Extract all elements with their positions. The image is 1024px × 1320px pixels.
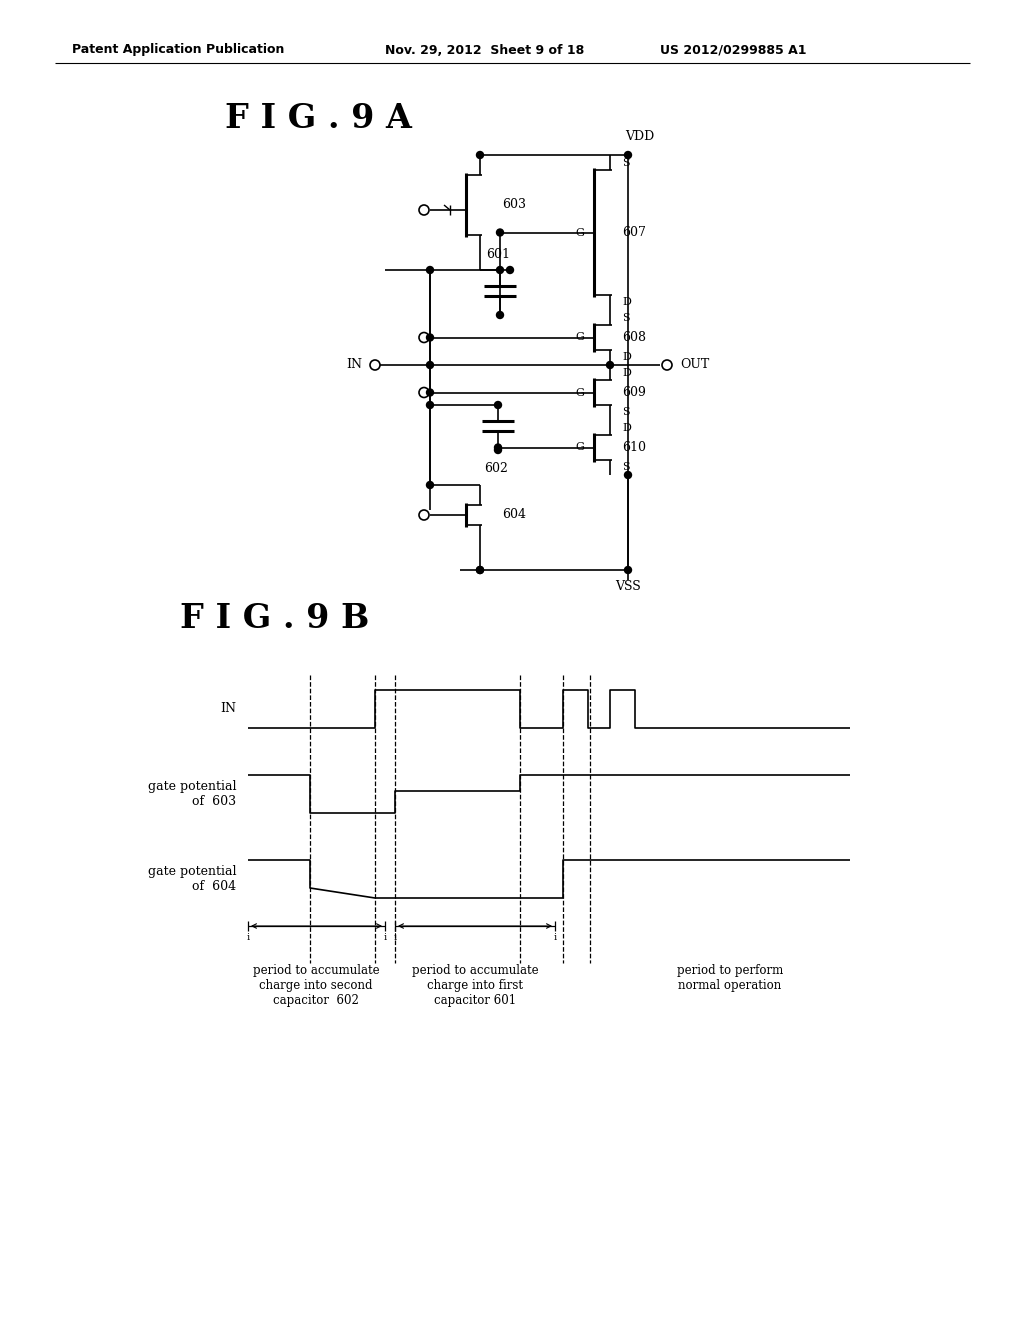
Text: i: i	[553, 933, 557, 942]
Text: period to perform
normal operation: period to perform normal operation	[677, 964, 783, 993]
Text: 604: 604	[502, 508, 526, 521]
Text: S: S	[622, 407, 630, 417]
Circle shape	[427, 334, 433, 341]
Text: S: S	[622, 313, 630, 323]
Circle shape	[497, 228, 504, 236]
Text: D: D	[622, 352, 631, 362]
Text: S: S	[622, 158, 630, 168]
Text: D: D	[622, 368, 631, 378]
Circle shape	[495, 401, 502, 408]
Text: Nov. 29, 2012  Sheet 9 of 18: Nov. 29, 2012 Sheet 9 of 18	[385, 44, 585, 57]
Text: i: i	[383, 933, 387, 942]
Text: F I G . 9 B: F I G . 9 B	[180, 602, 370, 635]
Circle shape	[495, 446, 502, 454]
Text: F I G . 9 A: F I G . 9 A	[225, 102, 412, 135]
Circle shape	[427, 401, 433, 408]
Circle shape	[495, 444, 502, 451]
Text: IN: IN	[220, 702, 236, 715]
Text: i: i	[393, 933, 396, 942]
Text: G: G	[575, 442, 584, 453]
Circle shape	[476, 566, 483, 573]
Circle shape	[476, 152, 483, 158]
Text: G: G	[575, 388, 584, 397]
Text: US 2012/0299885 A1: US 2012/0299885 A1	[660, 44, 807, 57]
Text: gate potential
of  603: gate potential of 603	[147, 780, 236, 808]
Text: 601: 601	[486, 248, 510, 260]
Text: 609: 609	[622, 385, 646, 399]
Circle shape	[427, 267, 433, 273]
Text: 610: 610	[622, 441, 646, 454]
Circle shape	[497, 312, 504, 318]
Text: 602: 602	[484, 462, 508, 474]
Circle shape	[476, 566, 483, 573]
Text: VDD: VDD	[626, 131, 654, 144]
Text: S: S	[622, 462, 630, 473]
Text: G: G	[575, 227, 584, 238]
Text: gate potential
of  604: gate potential of 604	[147, 865, 236, 894]
Circle shape	[497, 267, 504, 273]
Text: Patent Application Publication: Patent Application Publication	[72, 44, 285, 57]
Text: 608: 608	[622, 331, 646, 345]
Circle shape	[427, 389, 433, 396]
Circle shape	[427, 482, 433, 488]
Circle shape	[427, 362, 433, 368]
Text: period to accumulate
charge into second
capacitor  602: period to accumulate charge into second …	[253, 964, 379, 1007]
Text: OUT: OUT	[680, 359, 710, 371]
Text: i: i	[247, 933, 250, 942]
Circle shape	[507, 267, 513, 273]
Text: D: D	[622, 297, 631, 308]
Text: IN: IN	[346, 359, 362, 371]
Text: 607: 607	[622, 226, 646, 239]
Text: period to accumulate
charge into first
capacitor 601: period to accumulate charge into first c…	[412, 964, 539, 1007]
Text: D: D	[622, 422, 631, 433]
Circle shape	[606, 362, 613, 368]
Text: VSS: VSS	[615, 579, 641, 593]
Text: 603: 603	[502, 198, 526, 211]
Circle shape	[625, 471, 632, 479]
Circle shape	[625, 566, 632, 573]
Text: G: G	[575, 333, 584, 342]
Circle shape	[625, 152, 632, 158]
